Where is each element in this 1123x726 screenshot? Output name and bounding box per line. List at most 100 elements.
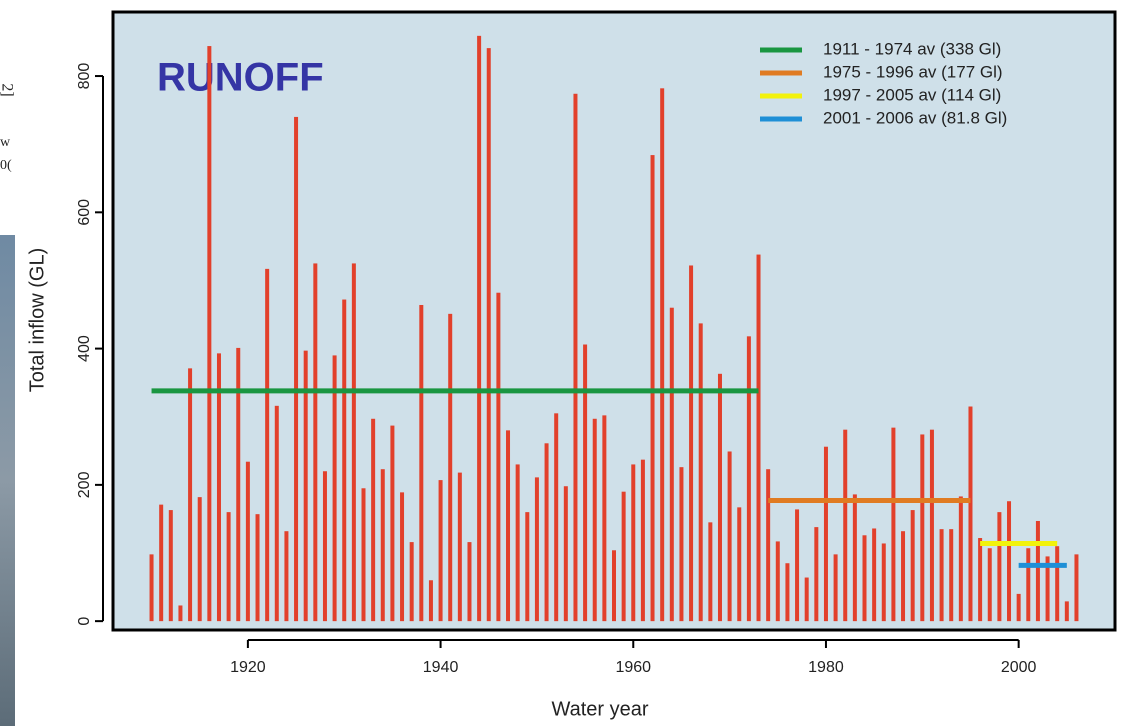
bar bbox=[737, 507, 742, 622]
bar bbox=[1055, 546, 1060, 622]
bar bbox=[650, 155, 655, 622]
bar bbox=[322, 471, 327, 622]
bar bbox=[255, 514, 260, 622]
x-tick-label: 1920 bbox=[230, 659, 266, 676]
bar bbox=[265, 268, 270, 622]
bar bbox=[795, 509, 800, 622]
bar bbox=[168, 510, 173, 622]
bar bbox=[843, 429, 848, 622]
y-tick-label: 200 bbox=[76, 471, 93, 498]
bar bbox=[371, 418, 376, 622]
bar bbox=[428, 580, 433, 622]
bar bbox=[467, 542, 472, 622]
bar bbox=[872, 528, 877, 622]
bar bbox=[1007, 501, 1012, 622]
bar bbox=[486, 48, 491, 622]
bar bbox=[544, 443, 549, 622]
bar bbox=[178, 605, 183, 622]
bar bbox=[380, 469, 385, 622]
bar bbox=[756, 254, 761, 622]
bar bbox=[1074, 554, 1079, 622]
bar bbox=[563, 486, 568, 622]
bar bbox=[669, 307, 674, 622]
bar bbox=[448, 313, 453, 622]
x-tick-label: 1980 bbox=[808, 659, 844, 676]
y-tick-label: 0 bbox=[76, 617, 93, 626]
bar bbox=[400, 492, 405, 622]
bar bbox=[640, 459, 645, 622]
bar bbox=[939, 529, 944, 622]
bar bbox=[891, 427, 896, 622]
bar bbox=[929, 429, 934, 622]
bar bbox=[245, 461, 250, 622]
bar bbox=[515, 464, 520, 622]
bar bbox=[457, 472, 462, 622]
bar bbox=[226, 512, 231, 622]
fragment-text: 0( bbox=[0, 158, 12, 173]
bar bbox=[506, 430, 511, 622]
bar bbox=[303, 350, 308, 622]
bar bbox=[274, 405, 279, 622]
bar bbox=[814, 527, 819, 622]
bar bbox=[689, 265, 694, 622]
bar bbox=[910, 510, 915, 622]
bar bbox=[746, 336, 751, 622]
bar bbox=[901, 531, 906, 622]
bar bbox=[1035, 520, 1040, 622]
bar bbox=[968, 406, 973, 622]
bar bbox=[775, 541, 780, 622]
bar bbox=[390, 425, 395, 622]
bar bbox=[419, 304, 424, 622]
bar bbox=[949, 529, 954, 622]
bar bbox=[525, 512, 530, 622]
bar bbox=[1026, 548, 1031, 622]
bar bbox=[534, 477, 539, 622]
bar bbox=[284, 531, 289, 622]
bar bbox=[698, 323, 703, 622]
y-axis-label: Total inflow (GL) bbox=[26, 248, 48, 393]
bar bbox=[554, 413, 559, 622]
bar bbox=[804, 577, 809, 622]
bar bbox=[823, 446, 828, 622]
bar bbox=[351, 263, 356, 622]
x-tick-label: 2000 bbox=[1001, 659, 1037, 676]
bar bbox=[987, 548, 992, 622]
bar bbox=[660, 88, 665, 622]
bar bbox=[833, 554, 838, 622]
fragment-text: 2] bbox=[0, 83, 15, 96]
bar bbox=[602, 415, 607, 622]
fragment-text: w bbox=[0, 135, 11, 150]
bar bbox=[207, 46, 212, 622]
bar bbox=[612, 550, 616, 622]
bar bbox=[1016, 593, 1021, 622]
bar bbox=[573, 93, 578, 622]
bar bbox=[313, 263, 318, 622]
plot-area bbox=[111, 10, 1117, 632]
bar bbox=[236, 347, 241, 622]
bar bbox=[1045, 556, 1050, 622]
bar bbox=[216, 353, 221, 622]
bar bbox=[881, 543, 886, 622]
bar bbox=[149, 554, 154, 622]
bar bbox=[727, 451, 732, 622]
bar bbox=[1064, 601, 1069, 622]
y-tick-label: 800 bbox=[76, 63, 93, 90]
x-tick-label: 1960 bbox=[615, 659, 651, 676]
bar bbox=[621, 491, 626, 622]
legend-label: 1975 - 1996 av (177 Gl) bbox=[823, 62, 1003, 81]
bar bbox=[188, 368, 193, 622]
bar bbox=[159, 504, 164, 622]
bar bbox=[785, 563, 790, 622]
bar bbox=[766, 469, 771, 622]
y-tick-label: 400 bbox=[76, 335, 93, 362]
legend-label: 2001 - 2006 av (81.8 Gl) bbox=[823, 108, 1007, 127]
bar bbox=[294, 116, 299, 622]
x-tick-label: 1940 bbox=[423, 659, 459, 676]
bar bbox=[958, 496, 963, 622]
bar bbox=[361, 488, 366, 622]
bar bbox=[679, 467, 684, 622]
bar bbox=[862, 535, 867, 622]
bar bbox=[197, 497, 202, 622]
